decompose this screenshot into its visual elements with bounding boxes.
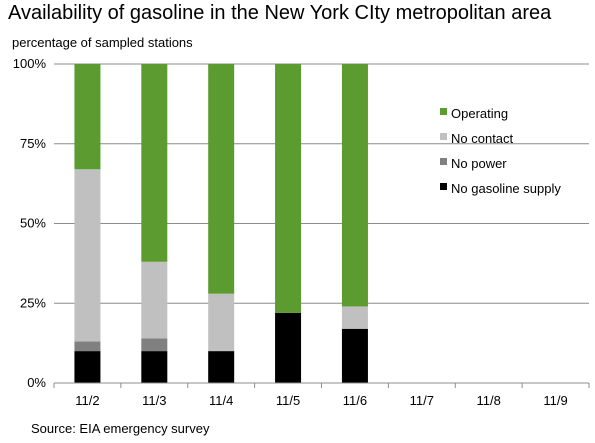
x-tick-label: 11/6: [343, 393, 367, 408]
bar-segment: [275, 64, 302, 313]
x-tick-label: 11/2: [75, 393, 99, 408]
x-tick-label: 11/8: [477, 393, 501, 408]
legend-swatch: [440, 158, 447, 165]
legend-swatch: [440, 183, 447, 190]
chart-subtitle: percentage of sampled stations: [12, 35, 193, 50]
bar-segment: [275, 312, 302, 383]
bar-segment: [74, 64, 101, 170]
bar-segment: [74, 341, 101, 352]
y-tick-label: 50%: [20, 216, 46, 231]
y-tick-label: 25%: [20, 295, 46, 310]
bar-segment: [141, 338, 168, 352]
legend-label: No power: [451, 156, 507, 171]
x-tick-label: 11/7: [410, 393, 434, 408]
bar-segment: [341, 328, 368, 383]
x-tick-label: 11/3: [142, 393, 166, 408]
bar-segment: [341, 64, 368, 307]
legend-swatch: [440, 108, 447, 115]
legend-label: Operating: [451, 106, 508, 121]
y-tick-label: 100%: [13, 56, 47, 71]
bar-segment: [141, 261, 168, 339]
y-tick-label: 0%: [27, 375, 46, 390]
bar-segment: [341, 306, 368, 329]
bar-segment: [208, 351, 235, 383]
legend-label: No gasoline supply: [451, 181, 561, 196]
y-tick-label: 75%: [20, 136, 46, 151]
bar-segment: [141, 64, 168, 262]
bar-segment: [208, 293, 235, 352]
bar-segment: [74, 351, 101, 383]
x-tick-label: 11/9: [543, 393, 567, 408]
bar-segment: [208, 64, 235, 294]
chart-title: Availability of gasoline in the New York…: [8, 2, 552, 24]
legend-swatch: [440, 133, 447, 140]
x-tick-label: 11/4: [209, 393, 233, 408]
x-tick-label: 11/5: [276, 393, 300, 408]
bar-segment: [141, 351, 168, 383]
bar-segment: [74, 169, 101, 342]
legend-label: No contact: [451, 131, 514, 146]
chart-source: Source: EIA emergency survey: [31, 421, 210, 436]
